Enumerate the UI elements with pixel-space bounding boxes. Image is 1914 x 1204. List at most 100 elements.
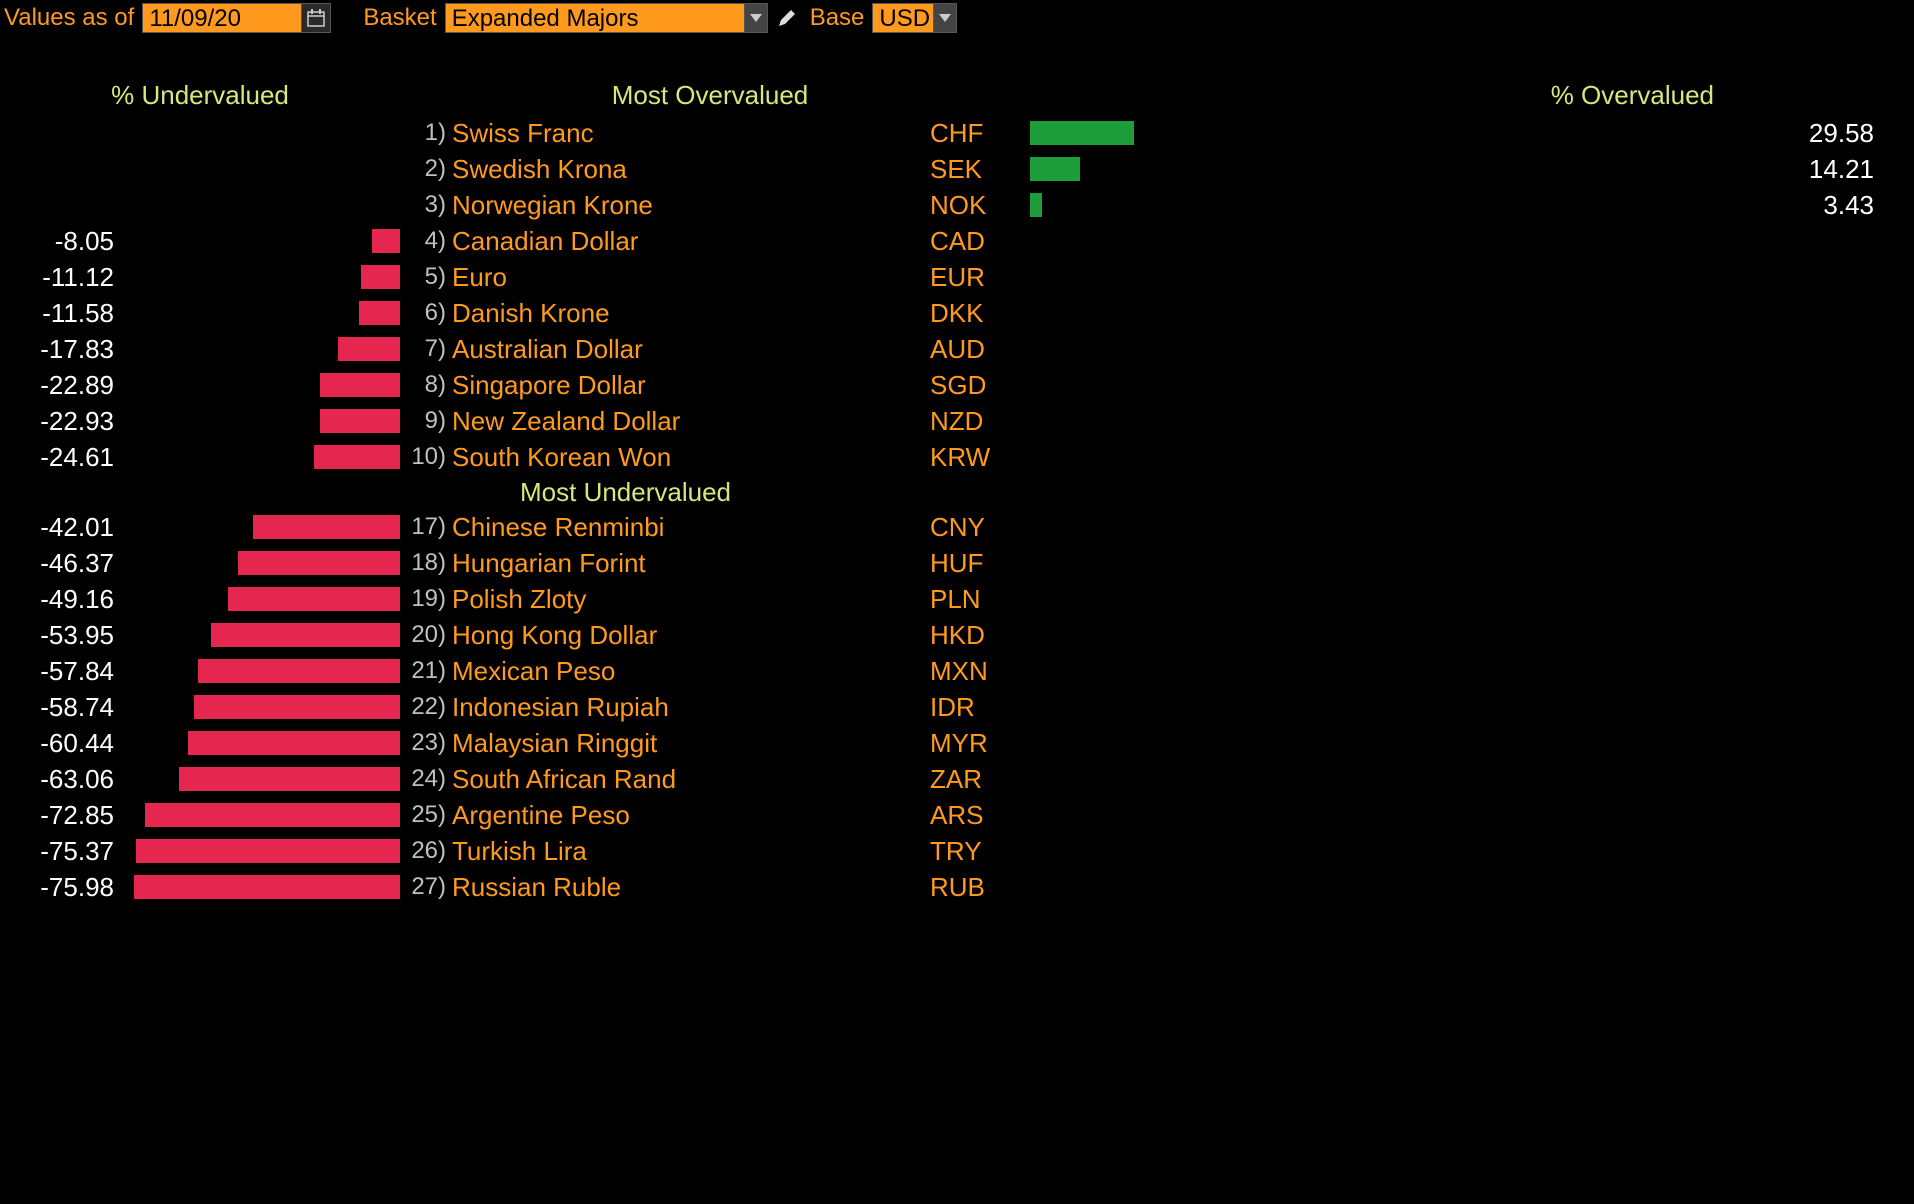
row-index: 17) bbox=[400, 513, 450, 541]
base-field[interactable]: USD bbox=[872, 3, 934, 33]
undervalued-bar-cell bbox=[120, 335, 400, 363]
row-index: 6) bbox=[400, 299, 450, 327]
overvalued-bar-cell bbox=[1030, 335, 1310, 363]
overvalued-bar-cell bbox=[1030, 263, 1310, 291]
overvalued-bar-cell bbox=[1030, 119, 1310, 147]
edit-pencil-icon[interactable] bbox=[772, 3, 802, 33]
currency-code: CNY bbox=[930, 512, 1030, 543]
table-row[interactable]: -60.4423)Malaysian RinggitMYR bbox=[0, 725, 1914, 761]
undervalued-bar bbox=[145, 803, 400, 827]
overvalued-bar-cell bbox=[1030, 155, 1310, 183]
undervalued-value: -53.95 bbox=[0, 620, 120, 651]
row-index: 5) bbox=[400, 263, 450, 291]
currency-code: DKK bbox=[930, 298, 1030, 329]
table-row[interactable]: -8.054)Canadian DollarCAD bbox=[0, 223, 1914, 259]
overvalued-bar-cell bbox=[1030, 371, 1310, 399]
row-index: 9) bbox=[400, 407, 450, 435]
table-row[interactable]: -72.8525)Argentine PesoARS bbox=[0, 797, 1914, 833]
table-row[interactable]: 3)Norwegian KroneNOK3.43 bbox=[0, 187, 1914, 223]
undervalued-bar-cell bbox=[120, 119, 400, 147]
currency-name: Polish Zloty bbox=[450, 584, 930, 615]
currency-name: Russian Ruble bbox=[450, 872, 930, 903]
undervalued-bar bbox=[320, 409, 400, 433]
currency-code: CHF bbox=[930, 118, 1030, 149]
overvalued-bar-cell bbox=[1030, 765, 1310, 793]
undervalued-bar bbox=[134, 875, 400, 899]
table-row[interactable]: -42.0117)Chinese RenminbiCNY bbox=[0, 509, 1914, 545]
currency-name: Hungarian Forint bbox=[450, 548, 930, 579]
table-row[interactable]: -75.9827)Russian RubleRUB bbox=[0, 869, 1914, 905]
basket-field[interactable]: Expanded Majors bbox=[445, 3, 745, 33]
row-index: 19) bbox=[400, 585, 450, 613]
undervalued-value: -60.44 bbox=[0, 728, 120, 759]
undervalued-bar bbox=[211, 623, 400, 647]
currency-name: South African Rand bbox=[450, 764, 930, 795]
undervalued-bar-cell bbox=[120, 227, 400, 255]
undervalued-bar bbox=[136, 839, 400, 863]
row-index: 23) bbox=[400, 729, 450, 757]
date-field[interactable]: 11/09/20 bbox=[142, 3, 302, 33]
undervalued-value: -58.74 bbox=[0, 692, 120, 723]
table-row[interactable]: -17.837)Australian DollarAUD bbox=[0, 331, 1914, 367]
currency-code: ARS bbox=[930, 800, 1030, 831]
row-index: 21) bbox=[400, 657, 450, 685]
table-row[interactable]: -22.939)New Zealand DollarNZD bbox=[0, 403, 1914, 439]
currency-code: RUB bbox=[930, 872, 1030, 903]
overvalued-bar-cell bbox=[1030, 191, 1310, 219]
overvalued-value: 29.58 bbox=[1310, 118, 1914, 149]
undervalued-value: -8.05 bbox=[0, 226, 120, 257]
undervalued-bar-cell bbox=[120, 621, 400, 649]
currency-name: Singapore Dollar bbox=[450, 370, 930, 401]
table-row[interactable]: -57.8421)Mexican PesoMXN bbox=[0, 653, 1914, 689]
undervalued-bar bbox=[188, 731, 400, 755]
overvalued-bar-cell bbox=[1030, 729, 1310, 757]
undervalued-value: -22.89 bbox=[0, 370, 120, 401]
currency-name: Malaysian Ringgit bbox=[450, 728, 930, 759]
base-dropdown-icon[interactable] bbox=[933, 3, 957, 33]
undervalued-bar-cell bbox=[120, 155, 400, 183]
undervalued-bar bbox=[194, 695, 400, 719]
table-row[interactable]: -63.0624)South African RandZAR bbox=[0, 761, 1914, 797]
row-index: 18) bbox=[400, 549, 450, 577]
table-row[interactable]: -11.125)EuroEUR bbox=[0, 259, 1914, 295]
undervalued-bar bbox=[179, 767, 400, 791]
table-row[interactable]: 2)Swedish KronaSEK14.21 bbox=[0, 151, 1914, 187]
column-headers: % Undervalued Most Overvalued % Overvalu… bbox=[0, 80, 1914, 115]
undervalued-bar-cell bbox=[120, 801, 400, 829]
undervalued-bar-cell bbox=[120, 407, 400, 435]
undervalued-value: -63.06 bbox=[0, 764, 120, 795]
table-row[interactable]: -46.3718)Hungarian ForintHUF bbox=[0, 545, 1914, 581]
currency-name: South Korean Won bbox=[450, 442, 930, 473]
toolbar: Values as of 11/09/20 Basket Expanded Ma… bbox=[0, 0, 1914, 36]
table-row[interactable]: 1)Swiss FrancCHF29.58 bbox=[0, 115, 1914, 151]
row-index: 8) bbox=[400, 371, 450, 399]
currency-code: IDR bbox=[930, 692, 1030, 723]
overvalued-bar bbox=[1030, 121, 1134, 145]
undervalued-bar-cell bbox=[120, 873, 400, 901]
undervalued-value: -46.37 bbox=[0, 548, 120, 579]
undervalued-bar-cell bbox=[120, 513, 400, 541]
calendar-icon[interactable] bbox=[301, 3, 331, 33]
table-row[interactable]: -22.898)Singapore DollarSGD bbox=[0, 367, 1914, 403]
undervalued-bar bbox=[228, 587, 400, 611]
currency-name: Indonesian Rupiah bbox=[450, 692, 930, 723]
row-index: 7) bbox=[400, 335, 450, 363]
currency-code: SEK bbox=[930, 154, 1030, 185]
basket-dropdown-icon[interactable] bbox=[744, 3, 768, 33]
undervalued-bar bbox=[253, 515, 400, 539]
currency-name: New Zealand Dollar bbox=[450, 406, 930, 437]
undervalued-bar bbox=[359, 301, 400, 325]
table-row[interactable]: -58.7422)Indonesian RupiahIDR bbox=[0, 689, 1914, 725]
row-index: 10) bbox=[400, 443, 450, 471]
table-row[interactable]: -75.3726)Turkish LiraTRY bbox=[0, 833, 1914, 869]
table-row[interactable]: -49.1619)Polish ZlotyPLN bbox=[0, 581, 1914, 617]
undervalued-bar bbox=[238, 551, 400, 575]
undervalued-bar-cell bbox=[120, 729, 400, 757]
undervalued-bar bbox=[198, 659, 400, 683]
basket-label: Basket bbox=[359, 4, 444, 32]
currency-name: Mexican Peso bbox=[450, 656, 930, 687]
table-row[interactable]: -24.6110)South Korean WonKRW bbox=[0, 439, 1914, 475]
table-row[interactable]: -53.9520)Hong Kong DollarHKD bbox=[0, 617, 1914, 653]
undervalued-value: -72.85 bbox=[0, 800, 120, 831]
table-row[interactable]: -11.586)Danish KroneDKK bbox=[0, 295, 1914, 331]
